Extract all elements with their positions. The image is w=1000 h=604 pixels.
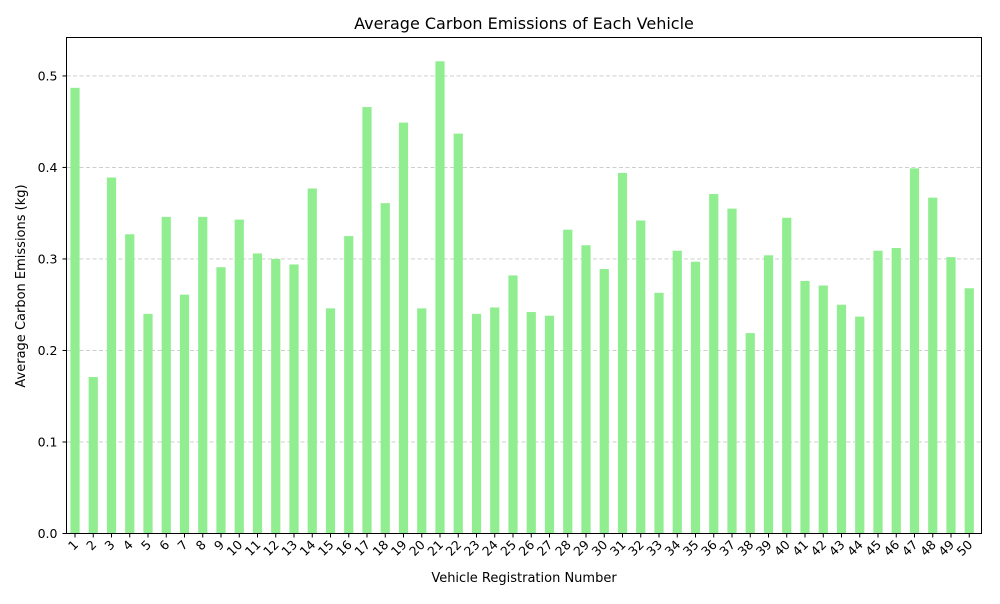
bar-vehicle-4 [125,234,135,534]
bar-vehicle-2 [88,377,98,534]
x-tick-label: 3 [101,537,117,553]
bar-vehicle-11 [252,253,263,534]
bar-vehicle-13 [289,264,299,534]
bar-vehicle-49 [946,257,956,534]
bar-vehicle-38 [745,333,755,534]
y-tick-label: 0.1 [38,434,58,449]
bar-vehicle-21 [435,61,445,534]
bar-vehicle-7 [179,294,190,534]
bar-vehicle-37 [727,208,737,534]
bar-vehicle-17 [362,107,372,534]
bar-vehicle-8 [198,216,208,534]
x-axis-ticks: 1 2 3 4 5 6 7 8 91011121314151617181920212223242… [65,533,976,559]
bar-vehicle-35 [690,261,701,534]
bar-vehicle-23 [471,313,482,534]
bar-vehicle-46 [891,247,901,534]
bar-vehicle-31 [617,172,628,534]
bar-vehicle-43 [836,304,847,534]
x-tick-label: 50 [954,537,976,559]
bar-vehicle-32 [636,220,646,534]
bar-vehicle-27 [544,315,555,534]
chart-title: Average Carbon Emissions of Each Vehicle [354,14,694,33]
bar-vehicle-34 [672,250,682,534]
bar-vehicle-30 [599,269,609,534]
x-axis-label: Vehicle Registration Number [431,571,617,586]
y-axis-label: Average Carbon Emissions (kg) [14,184,29,387]
y-tick-label: 0.4 [38,160,58,175]
y-axis-ticks: 0.0 0.1 0.2 0.3 0.4 0.5 [38,68,67,541]
bar-vehicle-24 [490,307,500,534]
bar-vehicle-6 [161,216,171,534]
y-tick-label: 0.3 [38,251,58,266]
bar-vehicle-33 [654,292,664,534]
bar-vehicle-3 [106,177,117,534]
bar-vehicle-44 [855,316,865,534]
bar-vehicle-18 [380,203,390,534]
x-tick-label: 7 [174,537,190,553]
bar-vehicle-14 [307,188,317,534]
y-tick-label: 0.5 [38,68,58,83]
bar-vehicle-25 [508,275,518,534]
plot-frame [66,37,982,534]
bar-vehicle-16 [344,236,354,534]
bar-vehicle-36 [709,193,719,534]
x-tick-label: 5 [138,537,154,553]
bar-vehicle-50 [964,288,974,534]
y-tick-label: 0.0 [38,526,58,541]
bar-vehicle-9 [216,267,226,534]
bars [70,61,974,534]
bar-vehicle-39 [763,255,774,534]
bar-vehicle-47 [909,168,920,534]
bar-vehicle-26 [526,312,536,534]
bar-vehicle-29 [581,245,591,534]
x-tick-label: 8 [193,537,209,553]
x-tick-label: 6 [156,537,172,553]
x-tick-label: 1 [65,537,81,553]
bar-vehicle-22 [453,133,463,534]
bar-vehicle-10 [234,219,244,534]
bar-vehicle-5 [143,313,153,534]
bar-vehicle-12 [271,258,281,534]
bar-vehicle-41 [800,280,810,534]
bar-vehicle-48 [928,197,938,534]
x-tick-label: 4 [120,537,136,553]
bar-vehicle-20 [417,308,427,534]
bar-vehicle-42 [818,285,828,534]
x-tick-label: 2 [83,537,99,553]
bar-vehicle-15 [325,308,336,534]
bar-vehicle-40 [782,217,792,534]
bar-vehicle-45 [873,250,883,534]
y-tick-label: 0.2 [38,343,58,358]
bar-vehicle-19 [398,122,409,534]
bar-vehicle-28 [563,229,573,534]
bar-vehicle-1 [70,87,80,534]
